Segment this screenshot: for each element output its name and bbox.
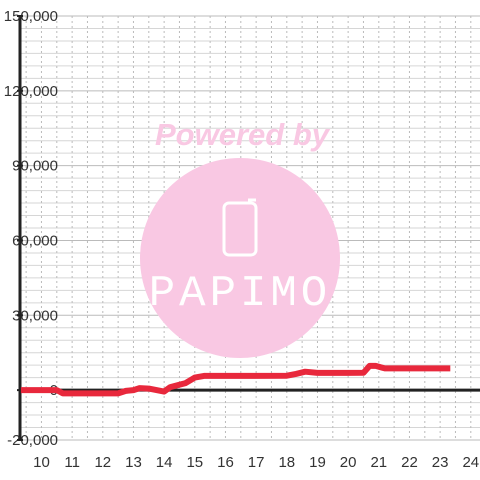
- x-tick-label: 23: [432, 454, 449, 471]
- x-tick-label: 14: [156, 454, 173, 471]
- watermark-logo-text: PAPIMO: [149, 269, 331, 319]
- x-tick-label: 16: [217, 454, 234, 471]
- x-tick-label: 13: [125, 454, 142, 471]
- x-tick-label: 15: [186, 454, 203, 471]
- y-tick-label: 120,000: [4, 83, 58, 100]
- x-tick-label: 24: [462, 454, 479, 471]
- x-tick-label: 19: [309, 454, 326, 471]
- x-tick-label: 12: [94, 454, 111, 471]
- y-tick-label: 30,000: [12, 307, 58, 324]
- y-tick-label: 150,000: [4, 8, 58, 25]
- y-tick-label: 60,000: [12, 232, 58, 249]
- x-tick-label: 21: [370, 454, 387, 471]
- x-tick-label: 22: [401, 454, 418, 471]
- series: [20, 362, 451, 397]
- x-tick-label: 20: [340, 454, 357, 471]
- series-line: [20, 362, 451, 397]
- y-tick-label: 90,000: [12, 158, 58, 175]
- y-tick-label: -20,000: [7, 432, 58, 449]
- tick-labels: -20,000030,00060,00090,000120,000150,000…: [4, 8, 479, 471]
- phone-icon: [222, 198, 258, 257]
- axes: [18, 16, 480, 440]
- x-tick-label: 18: [278, 454, 295, 471]
- watermark-text: Powered by: [155, 117, 331, 152]
- x-tick-label: 11: [64, 454, 80, 471]
- x-tick-label: 17: [248, 454, 265, 471]
- x-tick-label: 10: [33, 454, 50, 471]
- watermark-circle: [140, 158, 340, 358]
- watermark: Powered by PAPIMO: [140, 117, 340, 358]
